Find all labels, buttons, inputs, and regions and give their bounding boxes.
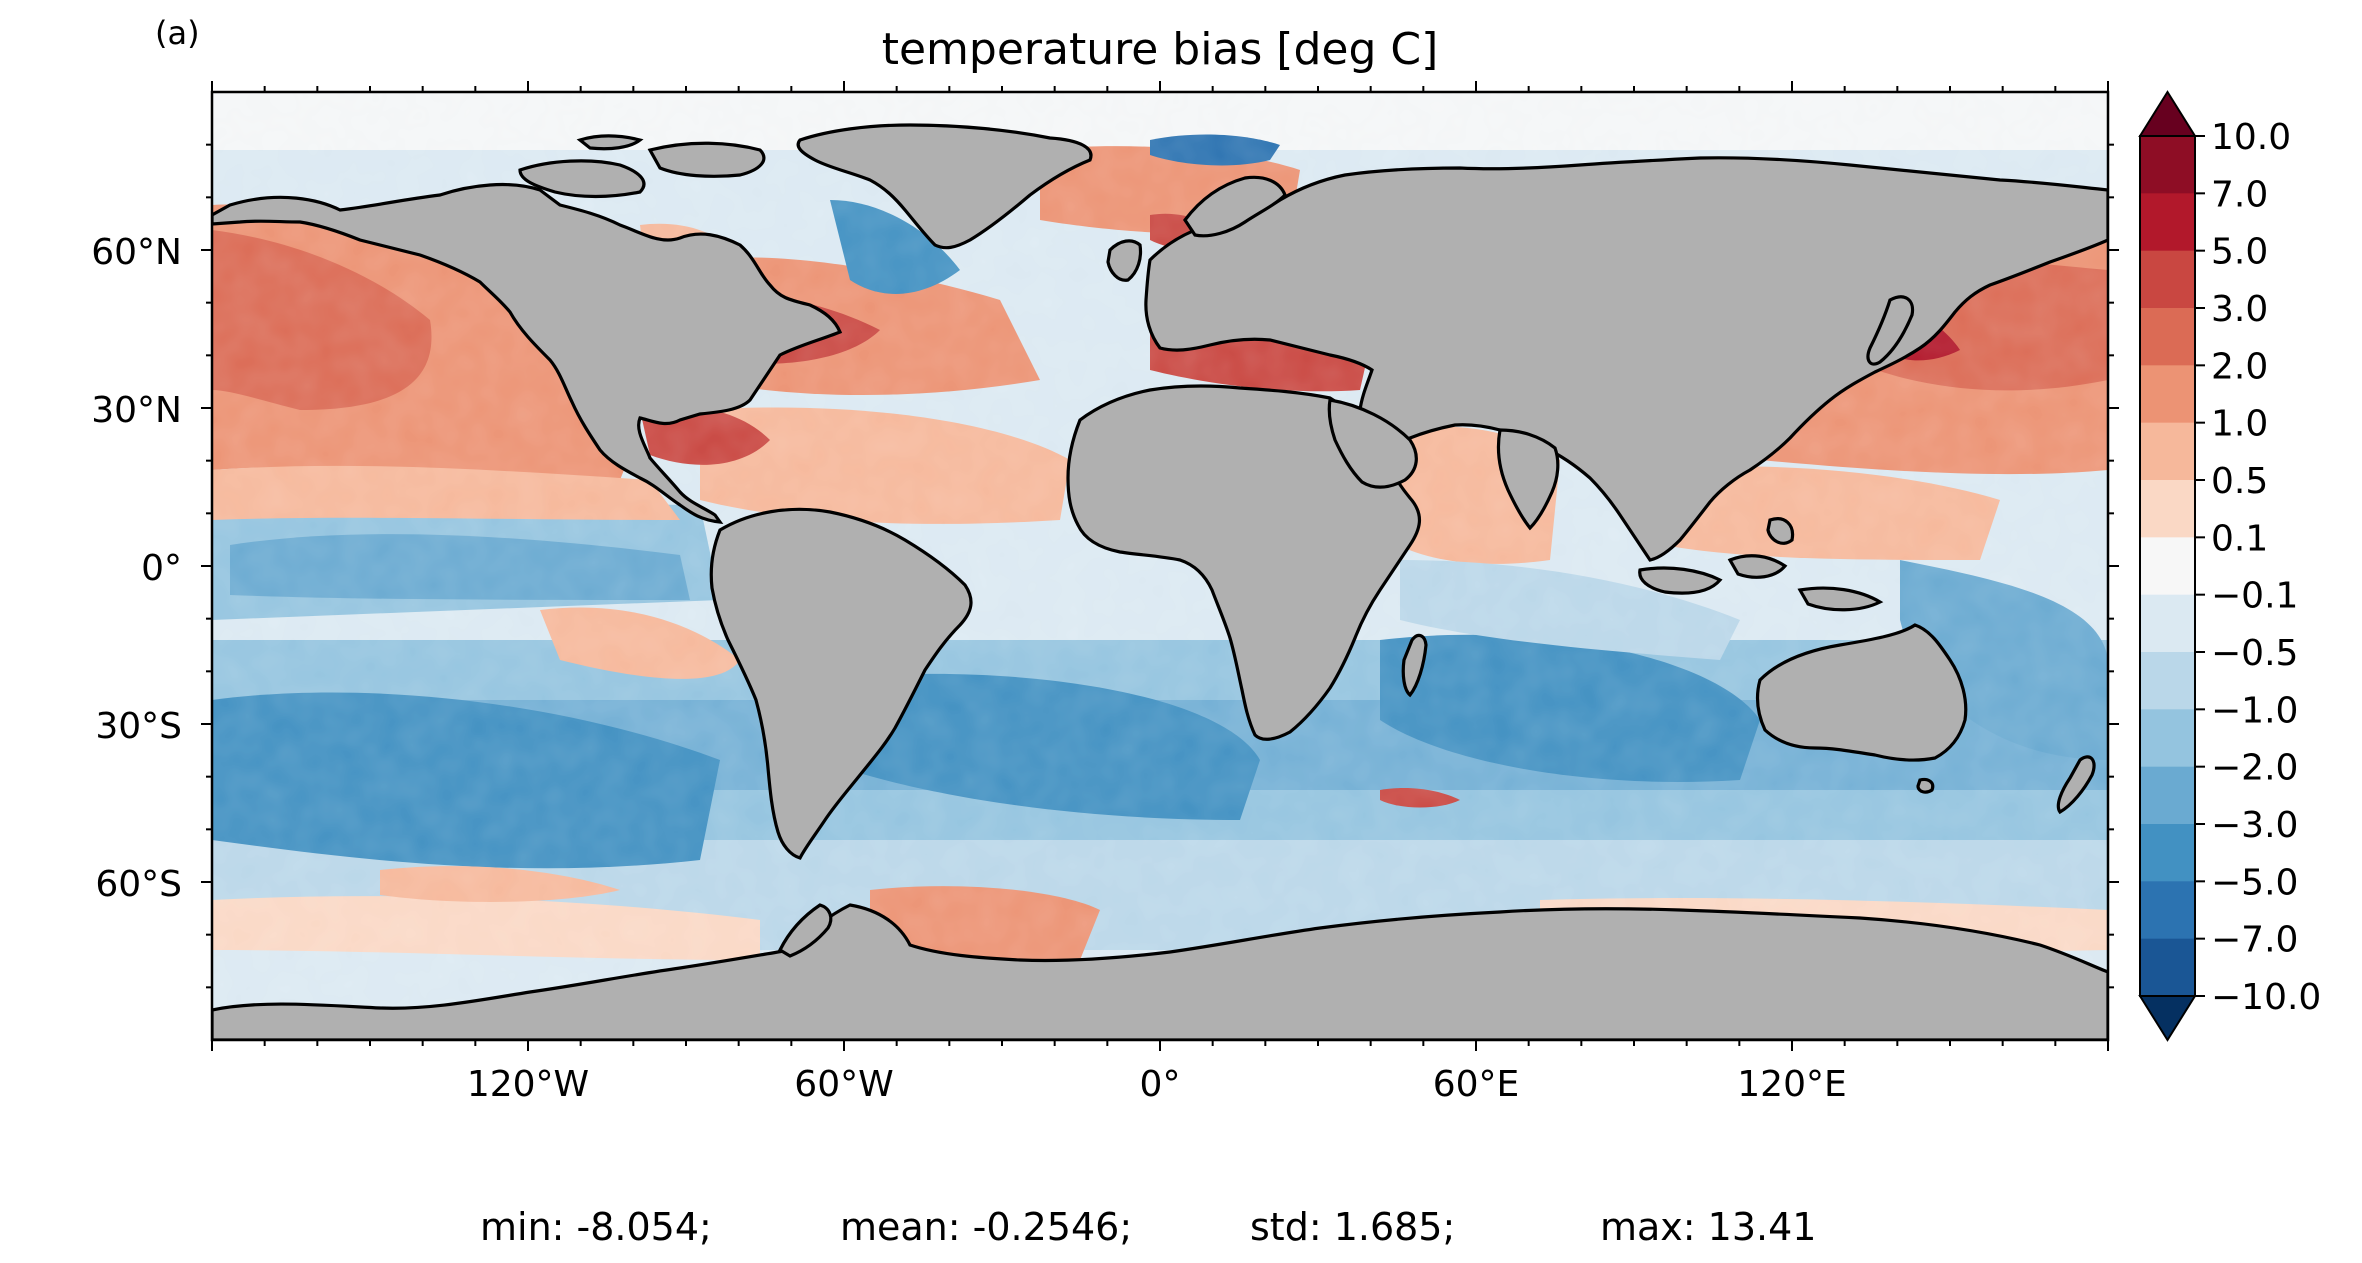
longitude-axis: 120°W 60°W 0° 60°E 120°E [211, 81, 2109, 1105]
colorbar-tick-label: −10.0 [2211, 977, 2321, 1018]
colorbar-segment [2140, 881, 2195, 940]
colorbar-segment [2140, 594, 2195, 653]
colorbar-tick-label: −5.0 [2211, 862, 2298, 903]
lon-tick-label: 60°W [794, 1064, 893, 1105]
stat-min: min: -8.054; [480, 1205, 712, 1249]
colorbar-segment [2140, 422, 2195, 481]
colorbar-segment [2140, 824, 2195, 882]
stat-mean: mean: -0.2546; [840, 1205, 1132, 1249]
colorbar-tick-label: −3.0 [2211, 805, 2298, 846]
colorbar-segment [2140, 766, 2195, 825]
lat-tick-label: 60°N [91, 232, 182, 273]
lon-tick-label: 0° [1140, 1064, 1181, 1105]
colorbar-segment [2140, 537, 2195, 596]
lon-tick-label: 60°E [1433, 1064, 1520, 1105]
colorbar-segment [2140, 250, 2195, 309]
lat-tick-label: 30°N [91, 390, 182, 431]
colorbar-segment [2140, 193, 2195, 252]
colorbar-frame [2139, 135, 2196, 997]
colorbar: 10.0 7.0 5.0 3.0 2.0 1.0 0.5 0.1 −0.1 −0.5 −1.0 −2.… [2138, 90, 2321, 1042]
colorbar-tick-label: −1.0 [2211, 690, 2298, 731]
colorbar-tick-label: −0.1 [2211, 576, 2298, 617]
colorbar-segment [2140, 938, 2195, 997]
lat-tick-label: 30°S [95, 706, 182, 747]
map-title: temperature bias [deg C] [882, 24, 1439, 75]
colorbar-tick-label: 3.0 [2211, 289, 2268, 330]
colorbar-segment [2140, 480, 2195, 538]
colorbar-segment [2140, 652, 2195, 710]
colorbar-tick-label: 7.0 [2211, 174, 2268, 215]
lat-tick-label: 60°S [95, 864, 182, 905]
colorbar-tick-label: −7.0 [2211, 920, 2298, 961]
stat-max: max: 13.41 [1600, 1205, 1816, 1249]
colorbar-tick-label: 10.0 [2211, 117, 2291, 158]
colorbar-tick-label: 2.0 [2211, 346, 2268, 387]
stat-std: std: 1.685; [1250, 1205, 1455, 1249]
colorbar-segment [2140, 136, 2195, 194]
colorbar-tick-label: 0.5 [2211, 461, 2268, 502]
lon-tick-label: 120°W [467, 1064, 589, 1105]
colorbar-segment [2140, 308, 2195, 366]
colorbar-segment [2140, 365, 2195, 424]
colorbar-segment [2140, 709, 2195, 768]
colorbar-extend-max [2138, 90, 2197, 137]
colorbar-tick-label: −2.0 [2211, 748, 2298, 789]
colorbar-extend-min [2138, 995, 2197, 1042]
latitude-axis: 60°N 30°N 0° 30°S 60°S [91, 143, 2119, 989]
colorbar-tick-label: −0.5 [2211, 633, 2298, 674]
lon-tick-label: 120°E [1737, 1064, 1846, 1105]
map-area [212, 92, 2108, 1040]
colorbar-tick-label: 0.1 [2211, 518, 2268, 559]
colorbar-tick-label: 1.0 [2211, 404, 2268, 445]
lat-tick-label: 0° [141, 548, 182, 589]
panel-label: (a) [155, 14, 200, 52]
colorbar-tick-label: 5.0 [2211, 232, 2268, 273]
